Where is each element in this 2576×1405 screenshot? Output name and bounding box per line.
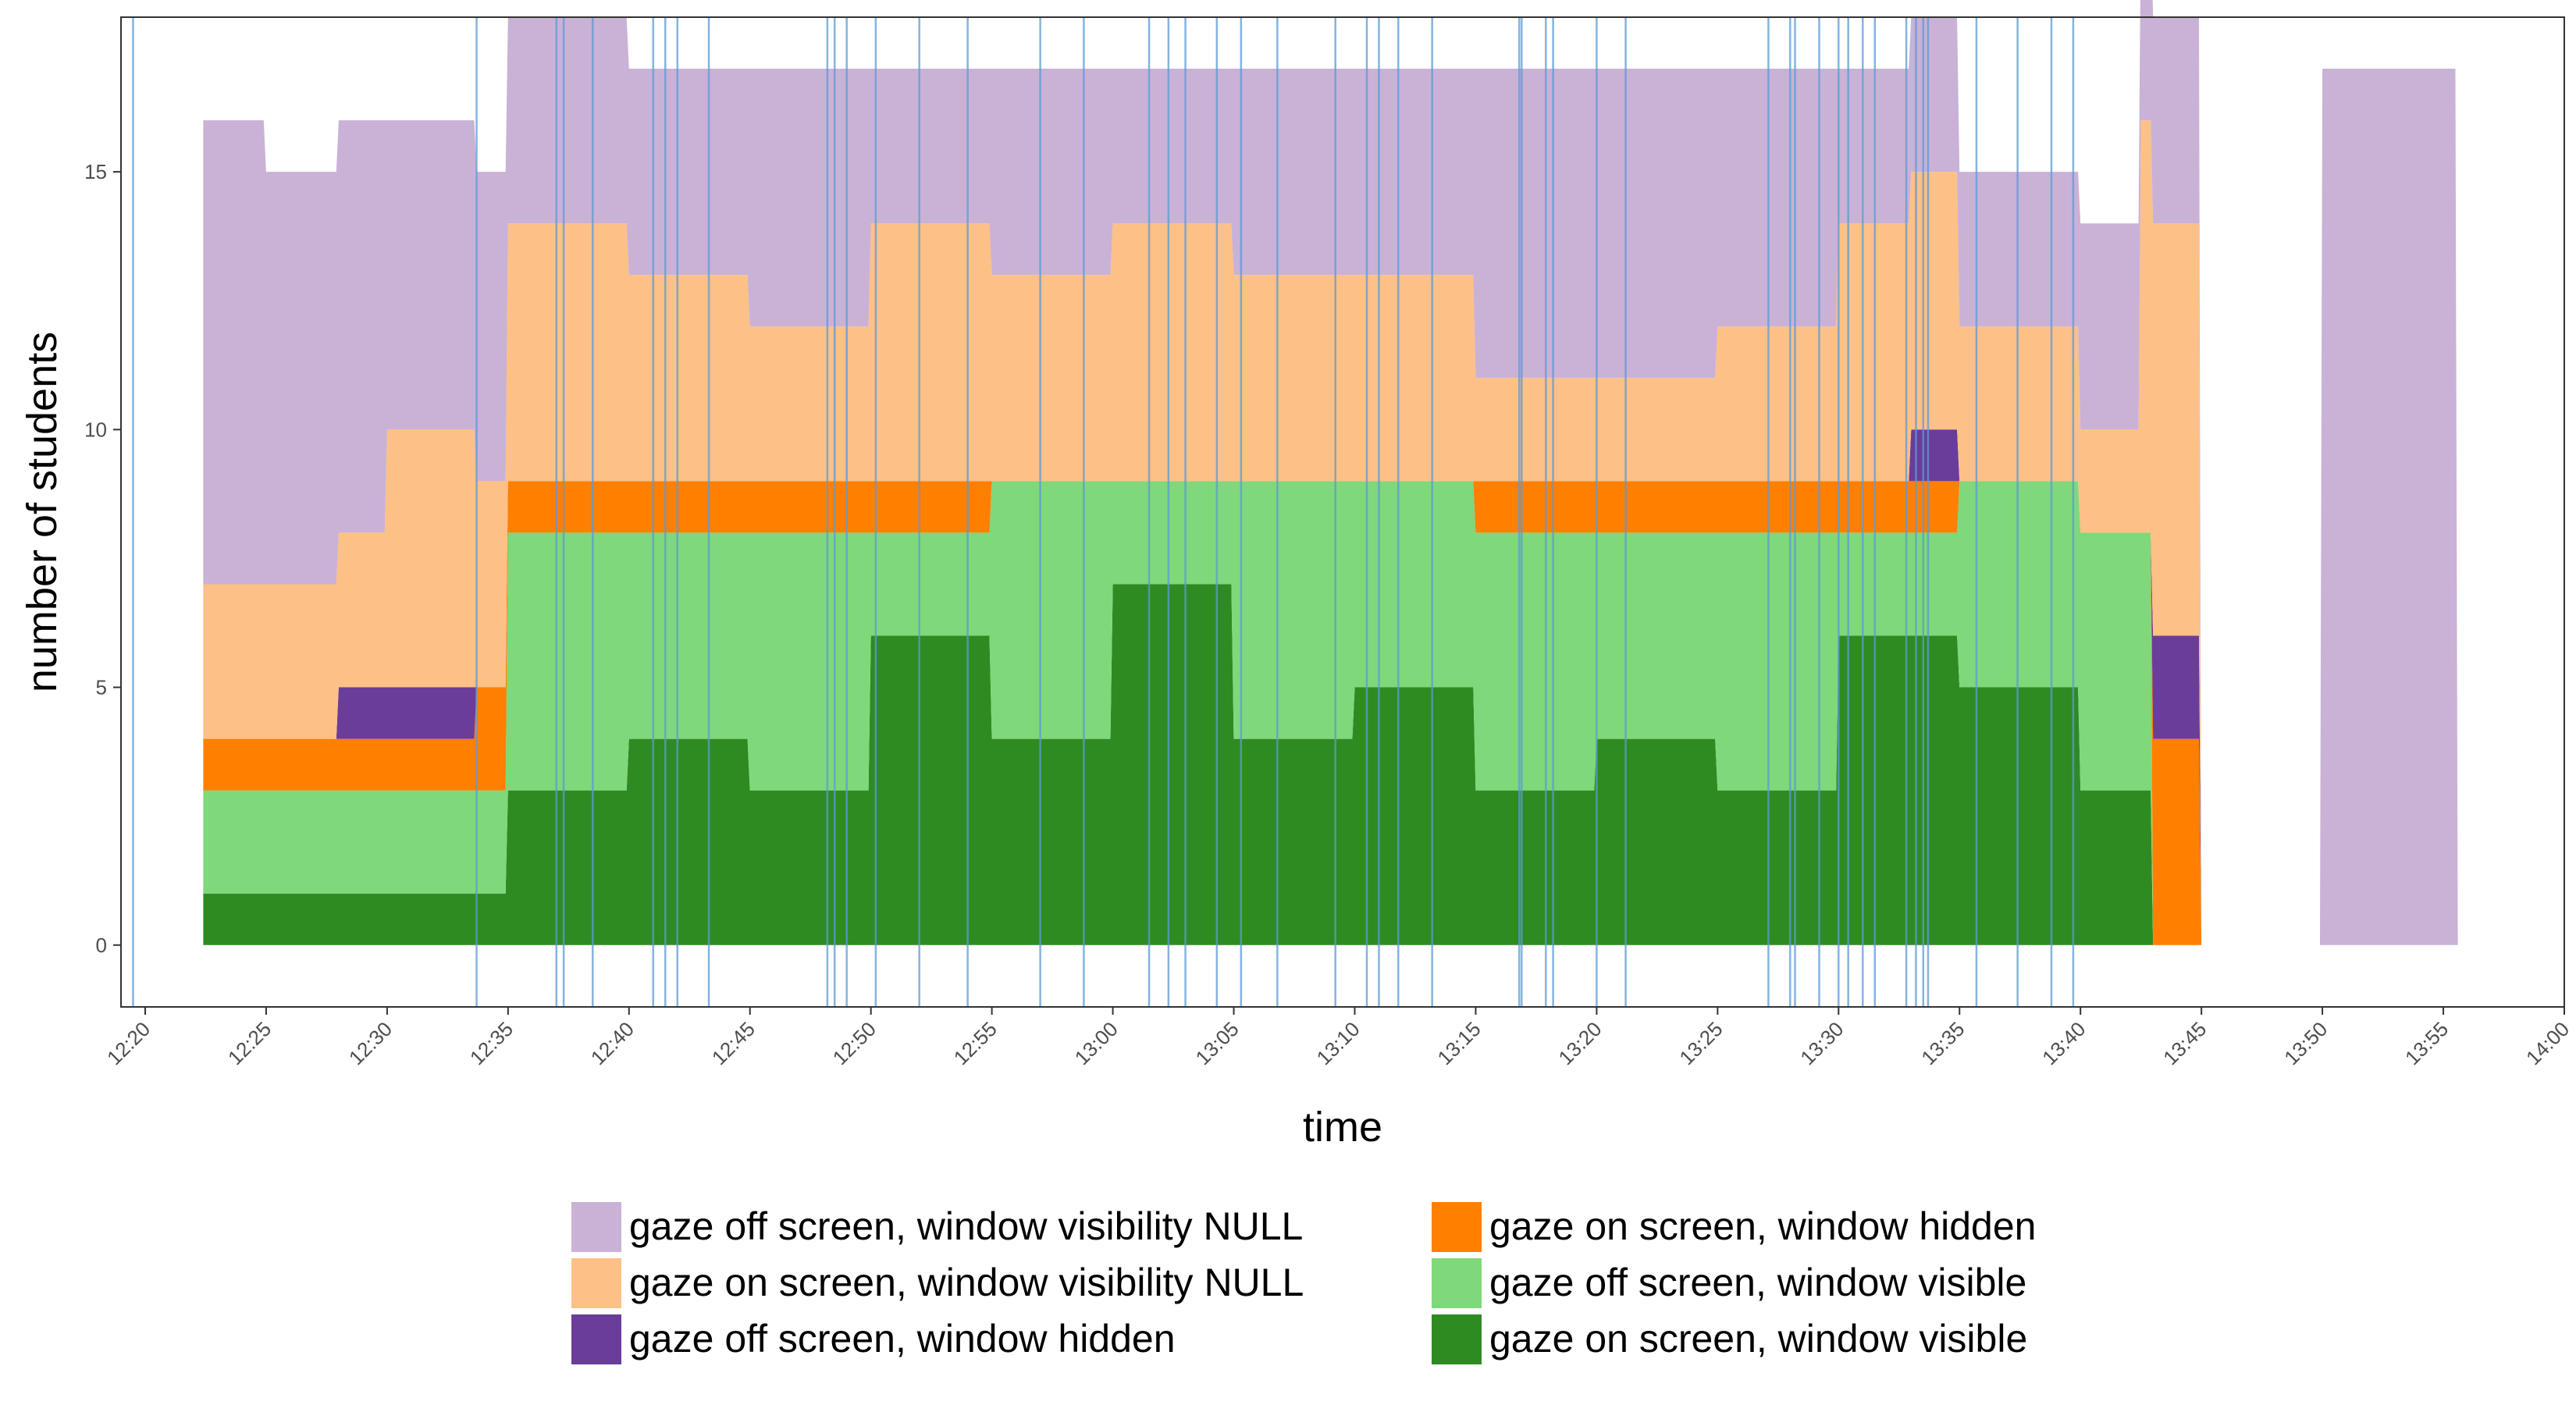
x-tick-label: 13:00 (1070, 1017, 1123, 1069)
x-tick-label: 13:45 (2158, 1017, 2211, 1069)
x-tick-label: 12:55 (949, 1017, 1002, 1069)
panel-border (120, 16, 2565, 1008)
x-tick-label: 13:05 (1191, 1017, 1244, 1069)
x-axis-title: time (1303, 1104, 1382, 1151)
y-tick-label: 0 (96, 934, 107, 957)
x-tick-label: 13:50 (2279, 1017, 2332, 1069)
area-series-gaze-off-screen-window-visibility-null (203, 0, 2458, 945)
y-tick-label: 15 (84, 160, 107, 183)
x-tick-label: 13:40 (2037, 1017, 2090, 1069)
legend-label: gaze off screen, window hidden (629, 1317, 1176, 1361)
x-tick-label: 13:10 (1312, 1017, 1364, 1069)
legend-key (1432, 1202, 1482, 1252)
x-tick-label: 12:20 (102, 1017, 155, 1069)
area-series-gaze-on-screen-window-visibility-null (203, 120, 2458, 945)
x-tick-label: 13:35 (1916, 1017, 1969, 1069)
plot-area (203, 0, 2458, 945)
legend-key (571, 1202, 621, 1252)
x-tick-label: 13:15 (1432, 1017, 1485, 1069)
legend-label: gaze off screen, window visibility NULL (629, 1204, 1303, 1248)
legend-label: gaze on screen, window visibility NULL (629, 1261, 1304, 1304)
legend-key (571, 1258, 621, 1308)
legend-key (1432, 1258, 1482, 1308)
y-tick-label: 5 (96, 676, 107, 699)
area-series-gaze-on-screen-window-visible (203, 584, 2458, 945)
legend-key (1432, 1314, 1482, 1364)
x-tick-label: 13:20 (1553, 1017, 1606, 1069)
x-tick-label: 12:45 (707, 1017, 760, 1069)
x-axis: 12:20 12:25 12:30 12:35 12:40 12:45 12:50 12:55… (102, 1007, 2574, 1069)
event-markers (132, 17, 2075, 1007)
x-tick-label: 12:30 (344, 1017, 397, 1069)
legend-label: gaze on screen, window hidden (1489, 1204, 2036, 1248)
y-axis: 0 5 10 15 (84, 160, 121, 957)
legend-key (571, 1314, 621, 1364)
x-tick-label: 12:35 (465, 1017, 518, 1069)
legend: gaze off screen, window visibility NULL g… (571, 1202, 2036, 1364)
legend-label: gaze on screen, window visible (1489, 1317, 2027, 1361)
area-series-gaze-off-screen-window-visible (203, 481, 2458, 945)
x-tick-label: 12:40 (586, 1017, 639, 1069)
x-tick-label: 14:00 (2521, 1017, 2574, 1069)
x-tick-label: 12:25 (223, 1017, 276, 1069)
x-tick-label: 12:50 (828, 1017, 881, 1069)
y-axis-title: number of students (19, 332, 66, 692)
x-tick-label: 13:55 (2400, 1017, 2453, 1069)
y-tick-label: 10 (84, 418, 107, 441)
x-tick-label: 13:30 (1795, 1017, 1848, 1069)
legend-label: gaze off screen, window visible (1489, 1261, 2026, 1304)
x-tick-label: 13:25 (1674, 1017, 1727, 1069)
